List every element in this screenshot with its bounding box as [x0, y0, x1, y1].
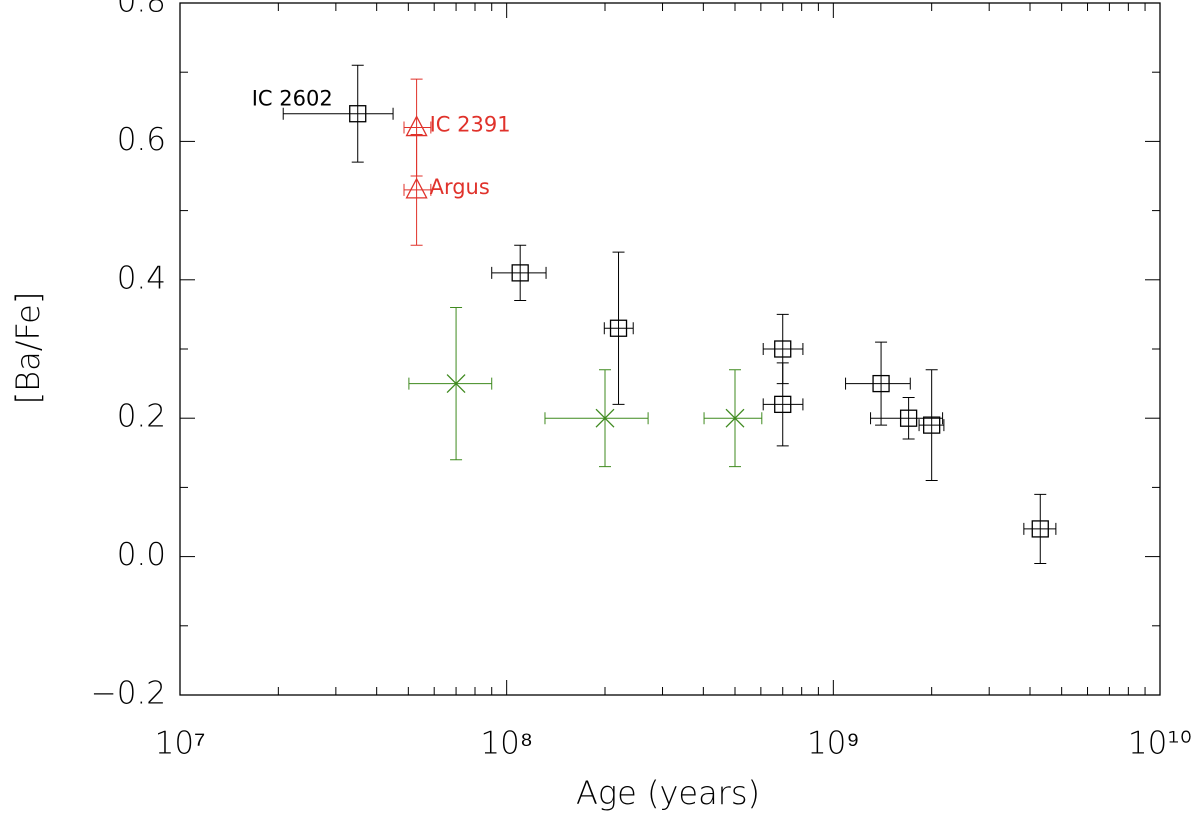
x-error-bar [762, 398, 804, 411]
x-error-bar [282, 107, 394, 120]
x-error-bar [603, 322, 634, 335]
marker [511, 264, 529, 282]
marker [872, 374, 890, 393]
x-error-bar [491, 266, 547, 279]
x-tick-label: 10⁸ [480, 726, 533, 762]
x-tick-label: 10⁷ [155, 726, 206, 762]
y-tick-label: 0.6 [117, 122, 166, 158]
x-error-bar [762, 343, 804, 355]
marker [725, 408, 745, 428]
marker [609, 319, 628, 337]
marker [899, 409, 918, 427]
x-error-bar [1023, 522, 1057, 535]
marker [349, 105, 367, 123]
y-tick-label: −0.2 [91, 676, 166, 712]
x-error-bar [870, 412, 944, 425]
y-tick-label: 0.0 [117, 537, 166, 573]
x-tick-label: 10⁹ [807, 726, 860, 762]
x-axis-title: Age (years) [576, 774, 760, 812]
x-error-bar [544, 412, 649, 425]
x-error-bar [408, 377, 493, 390]
y-axis-title: [Ba/Fe] [9, 292, 47, 405]
y-tick-label: 0.4 [117, 260, 166, 296]
y-tick-label: 0.2 [117, 399, 166, 435]
x-error-bar [403, 183, 432, 196]
marker [405, 177, 428, 199]
point-label: Argus [430, 175, 490, 199]
point-label: IC 2391 [430, 113, 511, 137]
x-error-bar [703, 412, 763, 425]
marker [923, 416, 941, 434]
marker [446, 374, 466, 394]
x-error-bar [845, 377, 911, 390]
marker [1031, 520, 1049, 538]
marker [595, 408, 615, 428]
y-tick-label: 0.8 [117, 0, 166, 20]
marker [774, 395, 792, 414]
marker [774, 340, 792, 358]
x-error-bar [403, 121, 432, 134]
point-label: IC 2602 [252, 87, 333, 111]
x-tick-label: 10¹⁰ [1128, 726, 1192, 762]
